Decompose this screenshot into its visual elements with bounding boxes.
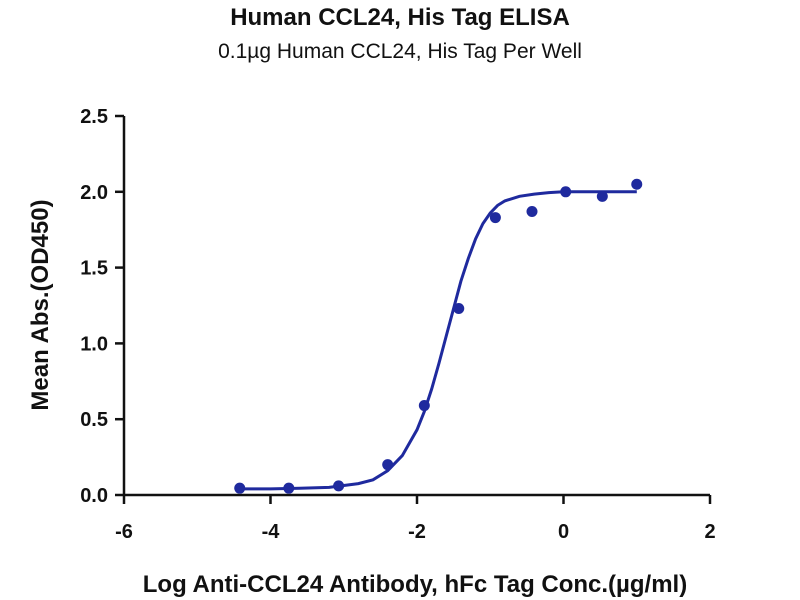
data-point	[333, 480, 345, 492]
axes	[122, 116, 710, 497]
x-axis-title: Log Anti-CCL24 Antibody, hFc Tag Conc.(µ…	[143, 571, 687, 598]
y-tick-label: 0.0	[80, 485, 108, 507]
data-point	[283, 482, 295, 494]
data-points	[234, 178, 643, 494]
data-point	[418, 400, 430, 412]
y-tick-label: 1.5	[80, 258, 108, 280]
y-tick-label: 2.5	[80, 106, 108, 128]
x-tick-label: -4	[262, 521, 281, 543]
chart-subtitle: 0.1µg Human CCL24, His Tag Per Well	[218, 40, 582, 63]
y-tick-label: 1.0	[80, 333, 108, 355]
chart-title: Human CCL24, His Tag ELISA	[230, 4, 570, 31]
y-tick-label: 2.0	[80, 182, 108, 204]
y-tick-label: 0.5	[80, 409, 108, 431]
data-point	[382, 459, 394, 471]
fit-curve	[241, 190, 637, 491]
x-tick-label: 2	[704, 521, 715, 543]
x-tick-label: -6	[115, 521, 133, 543]
y-axis-title: Mean Abs.(OD450)	[27, 199, 54, 410]
data-point	[631, 178, 643, 190]
x-tick-label: 0	[558, 521, 569, 543]
data-point	[526, 206, 538, 218]
data-point	[234, 482, 246, 494]
data-point	[489, 212, 501, 224]
x-tick-label: -2	[408, 521, 426, 543]
data-point	[560, 186, 572, 198]
ticks: -6 -4 -2 0 2 0.0 0.5 1.0 1.5 2.0 2.5	[80, 106, 715, 543]
data-point	[453, 303, 465, 315]
data-point	[596, 190, 608, 202]
